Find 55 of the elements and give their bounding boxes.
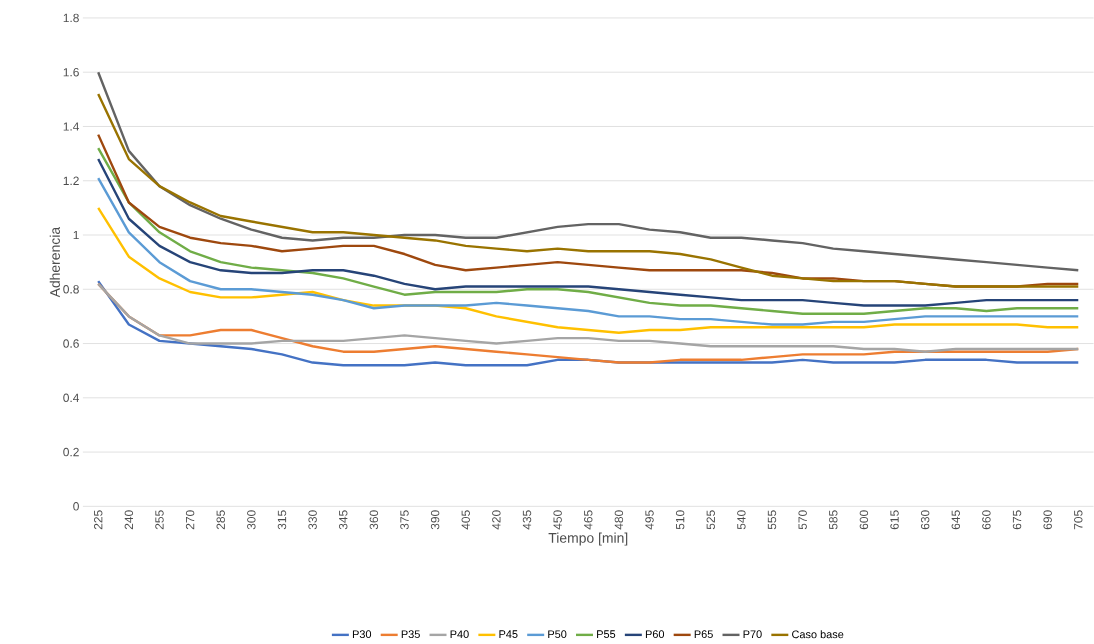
x-tick-label: 360 [369,510,379,530]
y-tick-label: 1 [73,231,79,240]
legend-label: P30 [352,630,372,639]
x-tick-label: 495 [645,510,654,530]
y-tick-label: 0.2 [63,448,79,457]
x-tick-label: 630 [920,510,930,530]
x-tick-label: 600 [859,510,869,530]
x-tick-label: 270 [185,510,195,530]
x-tick-label: 570 [798,510,807,530]
legend-label: P55 [597,630,616,639]
legend-label: P40 [450,630,469,639]
y-axis-title: Adherencia [49,227,60,298]
y-tick-label: 0.6 [63,339,79,348]
x-tick-label: 390 [430,510,440,530]
y-tick-label: 0 [73,502,79,511]
x-tick-label: 690 [1043,510,1052,530]
x-tick-label: 345 [339,510,348,530]
x-tick-label: 450 [553,510,562,530]
x-tick-label: 465 [584,510,593,530]
x-tick-label: 255 [155,510,164,530]
legend-label: Caso base [792,630,844,639]
x-tick-label: 540 [737,510,746,530]
x-tick-label: 300 [247,510,256,530]
x-tick-label: 240 [124,510,134,530]
legend-label: P60 [645,630,665,639]
x-axis-title: Tiempo [min] [548,532,628,546]
legend-label: P70 [743,630,762,639]
x-tick-label: 225 [93,510,103,530]
x-tick-label: 525 [706,510,715,530]
x-tick-label: 315 [277,510,287,530]
x-tick-label: 645 [951,510,960,530]
x-tick-label: 675 [1012,510,1022,530]
x-tick-label: 585 [829,510,838,530]
x-tick-label: 555 [767,510,777,530]
y-tick-label: 1.8 [63,13,79,23]
x-tick-label: 510 [675,510,685,530]
legend-label: P65 [694,630,713,639]
x-tick-label: 705 [1074,510,1083,530]
legend-label: P50 [548,630,567,639]
x-tick-label: 285 [216,510,225,530]
x-tick-label: 480 [614,510,624,530]
x-tick-label: 615 [890,510,899,530]
legend-label: P45 [499,630,518,639]
x-tick-label: 405 [461,510,470,530]
y-tick-label: 0.8 [63,285,79,294]
y-tick-label: 0.4 [63,393,80,403]
x-tick-label: 330 [308,510,317,530]
y-tick-label: 1.2 [63,176,79,186]
legend-label: P35 [401,630,420,639]
x-tick-label: 420 [492,510,501,530]
x-tick-label: 660 [982,510,991,530]
y-tick-label: 1.4 [63,122,80,131]
x-tick-label: 375 [400,510,409,530]
x-tick-label: 435 [522,510,532,530]
y-tick-label: 1.6 [63,68,79,77]
